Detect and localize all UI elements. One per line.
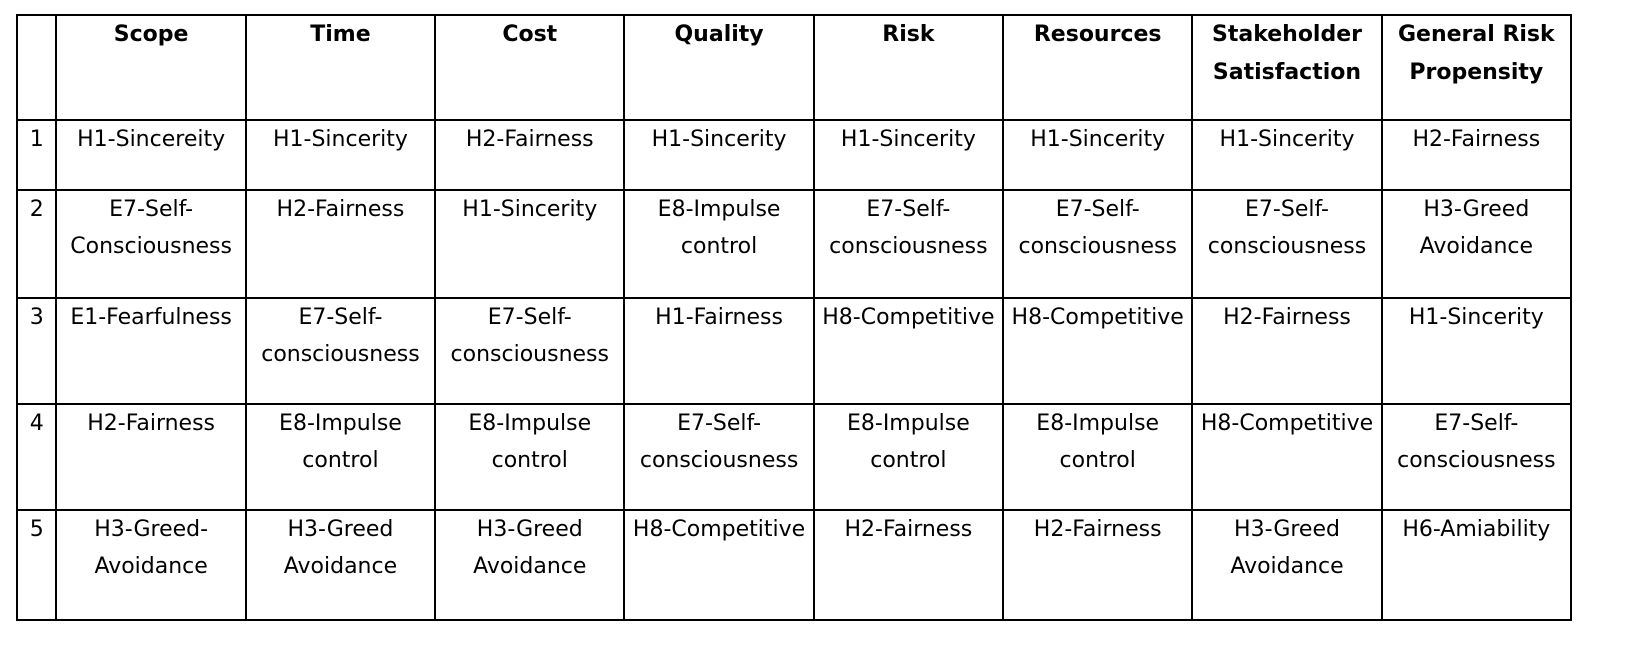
- table-cell: H1-Sincereity: [55, 119, 247, 191]
- corner-header-cell: [15, 14, 58, 121]
- row-rank: 5: [15, 509, 58, 621]
- table-cell: H3-Greed Avoidance: [1191, 509, 1383, 621]
- header-row: Scope Time Cost Quality Risk Resources S…: [15, 14, 1573, 121]
- table-cell: H3-Greed-Avoidance: [55, 509, 247, 621]
- table-cell: H1-Sincerity: [1380, 297, 1573, 405]
- table-cell: H2-Fairness: [812, 509, 1005, 621]
- table-row: 3 E1-Fearfulness E7-Self-consciousness E…: [15, 297, 1573, 405]
- table-cell: H2-Fairness: [434, 119, 626, 191]
- table-cell: E8-Impulse control: [1002, 403, 1194, 511]
- table-cell: H3-Greed Avoidance: [244, 509, 437, 621]
- column-header-general-risk-propensity: General Risk Propensity: [1380, 14, 1573, 121]
- column-header-quality: Quality: [623, 14, 815, 121]
- table-cell: E7-Self-Consciousness: [55, 189, 247, 299]
- table-cell: H1-Sincerity: [1191, 119, 1383, 191]
- table-cell: E7-Self-consciousness: [1002, 189, 1194, 299]
- column-header-time: Time: [244, 14, 437, 121]
- column-header-stakeholder-satisfaction: Stakeholder Satisfaction: [1191, 14, 1383, 121]
- table-cell: E8-Impulse control: [434, 403, 626, 511]
- table-cell: E7-Self-consciousness: [1191, 189, 1383, 299]
- table-cell: H1-Sincerity: [434, 189, 626, 299]
- table-cell: H1-Fairness: [623, 297, 815, 405]
- table-cell: H8-Competitive: [1002, 297, 1194, 405]
- row-rank: 4: [15, 403, 58, 511]
- table-cell: H8-Competitive: [1191, 403, 1383, 511]
- personality-facet-ranking-table: Scope Time Cost Quality Risk Resources S…: [15, 14, 1573, 621]
- table-row: 2 E7-Self-Consciousness H2-Fairness H1-S…: [15, 189, 1573, 299]
- table-cell: E8-Impulse control: [623, 189, 815, 299]
- table-cell: H1-Sincerity: [623, 119, 815, 191]
- table-cell: H1-Sincerity: [812, 119, 1005, 191]
- table-cell: H2-Fairness: [55, 403, 247, 511]
- table-row: 5 H3-Greed-Avoidance H3-Greed Avoidance …: [15, 509, 1573, 621]
- column-header-scope: Scope: [55, 14, 247, 121]
- table-cell: E7-Self-consciousness: [623, 403, 815, 511]
- column-header-cost: Cost: [434, 14, 626, 121]
- table-row: 1 H1-Sincereity H1-Sincerity H2-Fairness…: [15, 119, 1573, 191]
- table-cell: E7-Self-consciousness: [244, 297, 437, 405]
- table-cell: E8-Impulse control: [812, 403, 1005, 511]
- table-cell: H8-Competitive: [623, 509, 815, 621]
- table-cell: H8-Competitive: [812, 297, 1005, 405]
- table-cell: H3-Greed Avoidance: [1380, 189, 1573, 299]
- table-cell: H3-Greed Avoidance: [434, 509, 626, 621]
- table-cell: H1-Sincerity: [244, 119, 437, 191]
- table-cell: H1-Sincerity: [1002, 119, 1194, 191]
- column-header-resources: Resources: [1002, 14, 1194, 121]
- table-cell: E7-Self-consciousness: [812, 189, 1005, 299]
- row-rank: 1: [15, 119, 58, 191]
- table-cell: H6-Amiability: [1380, 509, 1573, 621]
- table-cell: E8-Impulse control: [244, 403, 437, 511]
- table-cell: E7-Self-consciousness: [434, 297, 626, 405]
- row-rank: 3: [15, 297, 58, 405]
- row-rank: 2: [15, 189, 58, 299]
- table-cell: H2-Fairness: [1380, 119, 1573, 191]
- table-cell: E7-Self-consciousness: [1380, 403, 1573, 511]
- column-header-risk: Risk: [812, 14, 1005, 121]
- table-row: 4 H2-Fairness E8-Impulse control E8-Impu…: [15, 403, 1573, 511]
- table-cell: E1-Fearfulness: [55, 297, 247, 405]
- table-cell: H2-Fairness: [1002, 509, 1194, 621]
- table-cell: H2-Fairness: [244, 189, 437, 299]
- table-cell: H2-Fairness: [1191, 297, 1383, 405]
